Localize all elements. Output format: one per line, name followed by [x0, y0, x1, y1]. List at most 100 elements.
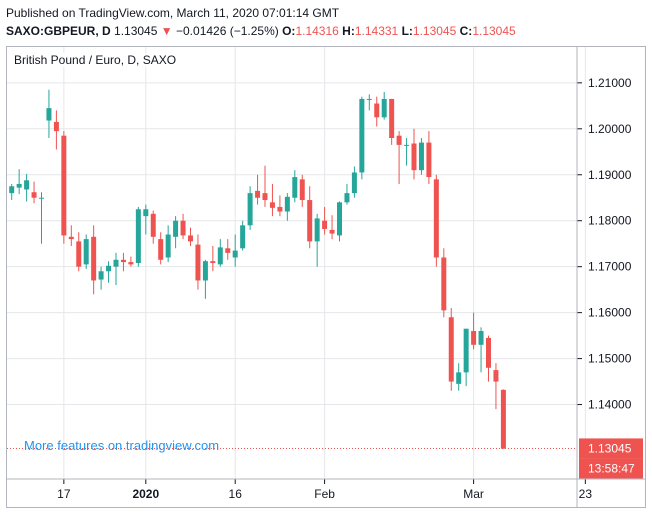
candlestick-chart[interactable]: 1.21000 1.20000 1.19000 1.18000 1.17000 1.160…: [7, 47, 646, 508]
candle-body: [202, 261, 208, 281]
candle-body: [106, 265, 112, 272]
candle-body: [173, 220, 179, 237]
candle-body: [314, 218, 320, 242]
chart-frame[interactable]: 1.21000 1.20000 1.19000 1.18000 1.17000 1.160…: [6, 46, 646, 508]
candle-body: [463, 328, 469, 373]
y-tick-label: 1.17000: [588, 260, 632, 274]
candle-body: [262, 193, 268, 201]
close-value: 1.13045: [472, 24, 516, 38]
candle-body: [448, 317, 454, 382]
close-label: C:: [459, 24, 473, 38]
promo-link[interactable]: More features on tradingview.com: [24, 438, 220, 453]
candle-body: [180, 220, 186, 236]
candle-body: [389, 98, 395, 138]
candle-body: [351, 172, 357, 194]
candle-body: [359, 98, 365, 173]
candle-body: [165, 234, 171, 258]
candle-body: [217, 247, 223, 265]
x-tick-label: Mar: [463, 487, 484, 501]
candle-body: [16, 183, 22, 188]
low-value: 1.13045: [412, 24, 457, 38]
candle-body: [493, 370, 499, 382]
candle-body: [61, 135, 67, 236]
candle-body: [150, 213, 156, 237]
open-value: 1.14316: [295, 24, 339, 38]
candle-body: [98, 271, 104, 280]
candle-body: [113, 259, 119, 267]
candle-body: [456, 372, 462, 384]
y-tick-label: 1.14000: [588, 398, 632, 412]
candle-body: [426, 142, 432, 178]
candle-body: [120, 259, 126, 263]
candle-body: [53, 121, 59, 132]
y-tick-label: 1.18000: [588, 214, 632, 228]
ohlc-header: SAXO:GBPEUR, D 1.13045 ▼ −0.01426 (−1.25…: [6, 24, 516, 38]
candle-body: [418, 142, 424, 171]
y-tick-label: 1.20000: [588, 122, 632, 136]
candle-body: [344, 193, 350, 203]
candle-body: [478, 331, 484, 345]
y-tick-label: 1.21000: [588, 76, 632, 90]
candle-body: [255, 190, 261, 198]
x-tick-label: Feb: [314, 487, 335, 501]
candle-body: [396, 135, 402, 145]
low-label: L:: [401, 24, 413, 38]
candle-body: [9, 186, 15, 194]
candle-body: [76, 241, 82, 267]
candle-body: [374, 103, 380, 118]
y-tick-label: 1.19000: [588, 168, 632, 182]
candle-body: [337, 202, 342, 236]
candle-body: [68, 236, 74, 240]
candle-body: [307, 200, 313, 242]
candle-body: [46, 108, 52, 121]
candle-body: [329, 229, 335, 234]
candle-body: [83, 239, 89, 265]
candle-body: [31, 192, 37, 198]
chart-legend-title: British Pound / Euro, D, SAXO: [14, 53, 177, 67]
candle-body: [210, 261, 216, 263]
candle-body: [188, 235, 193, 242]
candle-body: [269, 202, 275, 208]
candle-body: [411, 143, 417, 171]
candle-body: [366, 98, 372, 100]
candle-body: [299, 179, 305, 201]
candle-body: [500, 389, 506, 449]
countdown-tag-label: 13:58:47: [588, 461, 635, 475]
high-value: 1.14331: [354, 24, 399, 38]
candle-body: [284, 196, 290, 212]
x-tick-label: 16: [229, 487, 243, 501]
price-change: −0.01426 (−1.25%): [176, 24, 279, 38]
candle-body: [441, 257, 447, 311]
candle-body: [247, 193, 253, 226]
candle-body: [404, 144, 410, 146]
candle-body: [128, 262, 134, 265]
x-tick-label: 2020: [132, 487, 159, 501]
candle-body: [143, 209, 149, 217]
last-price-tag-label: 1.13045: [588, 441, 632, 455]
candle-body: [91, 236, 97, 281]
y-tick-label: 1.15000: [588, 352, 632, 366]
candle-body: [471, 331, 477, 345]
high-label: H:: [342, 24, 355, 38]
candle-body: [292, 177, 298, 198]
candle-body: [433, 179, 439, 258]
candle-body: [232, 250, 238, 258]
x-tick-label: 23: [579, 487, 593, 501]
last-price-tag: [579, 438, 643, 459]
candle-body: [195, 244, 201, 281]
candle-body: [39, 197, 44, 199]
candle-body: [24, 180, 30, 190]
candle-body: [277, 206, 283, 212]
countdown-tag: [579, 458, 643, 479]
last-price: 1.13045: [114, 24, 158, 38]
candle-body: [225, 248, 231, 253]
candle-body: [381, 98, 387, 118]
x-tick-label: 17: [57, 487, 71, 501]
open-label: O:: [282, 24, 296, 38]
y-tick-label: 1.16000: [588, 306, 632, 320]
candle-body: [158, 239, 164, 260]
candle-body: [240, 225, 246, 249]
candle-body: [135, 209, 141, 263]
candle-body: [486, 337, 491, 368]
published-line: Published on TradingView.com, March 11, …: [6, 6, 340, 20]
